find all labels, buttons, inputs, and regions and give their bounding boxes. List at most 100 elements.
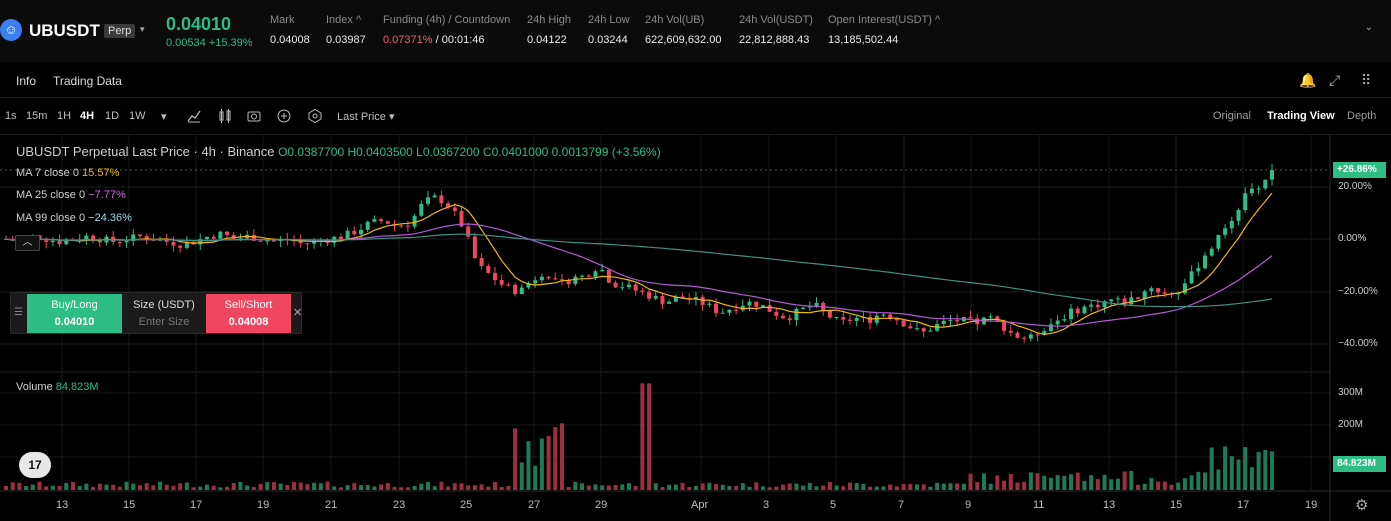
funding-rate: 0.07371% bbox=[383, 34, 433, 46]
x-tick-label: 15 bbox=[123, 499, 136, 511]
interval-4h[interactable]: 4H bbox=[80, 110, 95, 122]
stat-open-interest[interactable]: Open Interest(USDT) ^ 13,185,502.44 bbox=[828, 14, 940, 46]
candle-body bbox=[1095, 304, 1100, 308]
size-input[interactable]: Size (USDT) Enter Size bbox=[122, 294, 206, 333]
volume-bar bbox=[1109, 479, 1114, 490]
volume-bar bbox=[292, 482, 297, 490]
volume-bar bbox=[459, 483, 464, 490]
interval-1s[interactable]: 1s bbox=[5, 110, 17, 122]
candle-body bbox=[338, 236, 343, 240]
price-type-select[interactable]: Last Price ▾ bbox=[337, 111, 395, 123]
volume-bar bbox=[57, 486, 62, 490]
volume-bar bbox=[225, 486, 230, 490]
header-collapse-icon[interactable]: ⌄ bbox=[1364, 22, 1373, 33]
volume-bar bbox=[961, 483, 966, 490]
candle-body bbox=[546, 276, 551, 279]
interval-1d[interactable]: 1D bbox=[105, 110, 120, 122]
tab-info[interactable]: Info bbox=[16, 74, 37, 88]
tradingview-logo-icon[interactable]: 17 bbox=[19, 452, 51, 478]
volume-bar bbox=[184, 482, 189, 490]
volume-bar bbox=[519, 462, 524, 490]
indicators-icon[interactable] bbox=[186, 108, 202, 124]
volume-bar bbox=[412, 486, 417, 490]
candle-type-icon[interactable] bbox=[217, 108, 233, 124]
view-trading-view[interactable]: Trading View bbox=[1267, 110, 1335, 122]
tab-trading-data[interactable]: Trading Data bbox=[53, 74, 122, 88]
volume-bar bbox=[111, 484, 116, 490]
volume-bar bbox=[700, 483, 705, 490]
candle-body bbox=[131, 234, 136, 241]
stat-24h-low: 24h Low 0.03244 bbox=[588, 14, 630, 46]
gear-icon[interactable]: ⚙ bbox=[1355, 497, 1369, 514]
ma25-legend[interactable]: MA 25 close 0 −7.77% bbox=[16, 189, 126, 201]
settings-hex-icon[interactable] bbox=[307, 108, 323, 124]
candle-body bbox=[1236, 210, 1241, 221]
view-depth[interactable]: Depth bbox=[1347, 110, 1377, 122]
candle-body bbox=[452, 207, 457, 211]
sell-short-button[interactable]: Sell/Short 0.04008 bbox=[206, 294, 291, 333]
candle-body bbox=[298, 241, 303, 244]
volume-bar bbox=[164, 484, 169, 490]
candle-body bbox=[647, 291, 652, 299]
candle-body bbox=[1082, 306, 1087, 314]
volume-bar bbox=[821, 485, 826, 490]
add-indicator-icon[interactable] bbox=[276, 108, 292, 124]
volume-bar bbox=[359, 485, 364, 490]
camera-icon[interactable] bbox=[246, 108, 262, 124]
candle-body bbox=[787, 318, 792, 321]
price-chart[interactable]: UBUSDT Perpetual Last Price · 4h · Binan… bbox=[0, 135, 1391, 521]
volume-bar bbox=[198, 486, 203, 490]
sell-label: Sell/Short bbox=[224, 299, 273, 311]
volume-bar bbox=[1048, 477, 1053, 490]
interval-1w[interactable]: 1W bbox=[129, 110, 146, 122]
sell-price: 0.04008 bbox=[228, 316, 269, 328]
volume-bar bbox=[714, 483, 719, 490]
interval-1h[interactable]: 1H bbox=[57, 110, 72, 122]
candle-body bbox=[1176, 293, 1181, 295]
volume-bar bbox=[285, 484, 290, 490]
stat-index[interactable]: Index ^ 0.03987 bbox=[326, 14, 366, 46]
volume-bar bbox=[908, 483, 913, 490]
volume-bar bbox=[10, 482, 15, 490]
interval-15m[interactable]: 15m bbox=[26, 110, 48, 122]
volume-bar bbox=[633, 485, 638, 490]
x-tick-label: 3 bbox=[763, 499, 770, 511]
ma7-legend[interactable]: MA 7 close 0 15.57% bbox=[16, 167, 119, 179]
ma99-legend[interactable]: MA 99 close 0 −24.36% bbox=[16, 212, 132, 224]
candle-body bbox=[432, 195, 437, 198]
candle-body bbox=[794, 308, 799, 321]
close-icon[interactable]: ✕ bbox=[293, 307, 303, 319]
candle-body bbox=[372, 219, 377, 222]
volume-bar bbox=[1042, 475, 1047, 490]
candle-body bbox=[1209, 248, 1214, 256]
candle-body bbox=[1142, 291, 1147, 299]
volume-bar bbox=[37, 481, 42, 490]
candle-body bbox=[492, 272, 497, 281]
candle-body bbox=[1182, 283, 1187, 294]
grid-icon[interactable]: ⠿ bbox=[1361, 72, 1372, 88]
symbol-name[interactable]: UBUSDT bbox=[29, 21, 100, 40]
symbol-dropdown-caret-icon[interactable]: ▾ bbox=[140, 24, 145, 34]
volume-bar bbox=[1015, 482, 1020, 490]
candle-body bbox=[211, 236, 216, 239]
view-original[interactable]: Original bbox=[1213, 110, 1251, 122]
volume-bar bbox=[345, 485, 350, 490]
volume-bar bbox=[332, 486, 337, 490]
expand-icon[interactable]: ⤢ bbox=[1329, 72, 1341, 88]
more-intervals-chevron-down-icon[interactable]: ▾ bbox=[161, 111, 167, 123]
drag-handle-icon[interactable]: ☰ bbox=[14, 307, 23, 318]
candle-body bbox=[1042, 331, 1047, 335]
volume-bar bbox=[178, 483, 183, 490]
volume-bar bbox=[787, 483, 792, 490]
collapse-legend-chevron-up-icon[interactable]: ︿ bbox=[15, 235, 40, 251]
volume-bar bbox=[781, 484, 786, 490]
candle-body bbox=[1270, 170, 1274, 180]
candle-body bbox=[439, 195, 444, 204]
candle-body bbox=[995, 316, 1000, 321]
buy-long-button[interactable]: Buy/Long 0.04010 bbox=[27, 294, 122, 333]
volume-bar bbox=[64, 482, 69, 490]
bell-icon[interactable]: 🔔 bbox=[1299, 72, 1317, 88]
stat-24h-vol-ub: 24h Vol(UB) 622,609,632.00 bbox=[645, 14, 721, 46]
volume-bar bbox=[647, 383, 652, 490]
volume-bar bbox=[687, 486, 692, 490]
